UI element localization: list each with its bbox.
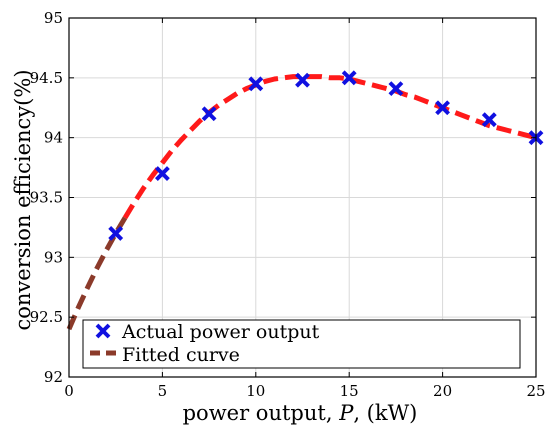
x-axis-title: power output, P, (kW) — [183, 401, 418, 425]
y-tick-label: 94.5 — [30, 69, 63, 87]
x-tick-label: 10 — [246, 382, 265, 400]
data-point-marker — [108, 225, 124, 241]
y-tick-label: 93.5 — [30, 189, 63, 207]
y-tick-label: 92.5 — [30, 308, 63, 326]
y-axis-title: conversion efficiency(%) — [11, 69, 35, 330]
fitted-curve-line — [66, 216, 128, 331]
x-tick-label: 0 — [64, 382, 74, 400]
y-axis-ticks: 92 92.5 93 93.5 94 94.5 95 — [30, 9, 536, 386]
data-point-marker — [388, 81, 404, 97]
data-point-marker — [248, 76, 264, 92]
y-tick-label: 93 — [44, 248, 63, 266]
y-tick-label: 92 — [44, 368, 63, 386]
x-tick-label: 25 — [526, 382, 545, 400]
fitted-curve-series — [66, 74, 537, 331]
data-point-marker — [481, 112, 497, 128]
data-point-marker — [341, 70, 357, 86]
data-point-marker — [295, 72, 310, 88]
fitted-curve-line — [122, 74, 537, 220]
data-point-marker — [201, 106, 217, 122]
legend-label-fitted: Fitted curve — [122, 344, 240, 366]
legend-box — [82, 319, 521, 369]
y-tick-label: 94 — [44, 129, 63, 147]
x-axis-ticks: 0 5 10 15 20 25 — [64, 18, 546, 400]
x-tick-label: 20 — [433, 382, 452, 400]
legend-marker-x-icon — [95, 323, 111, 339]
actual-power-output-series — [108, 70, 544, 241]
data-point-marker — [435, 100, 451, 116]
x-tick-label: 5 — [158, 382, 168, 400]
y-tick-label: 95 — [44, 9, 63, 27]
legend-label-actual: Actual power output — [121, 321, 320, 343]
x-tick-label: 15 — [340, 382, 359, 400]
legend: Actual power output Fitted curve — [82, 319, 521, 369]
data-point-marker — [154, 166, 170, 181]
